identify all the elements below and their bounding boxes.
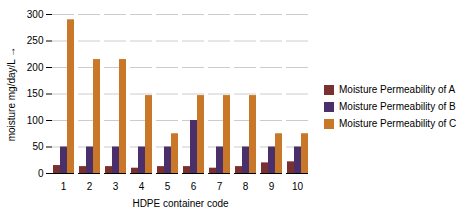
svg-text:5: 5 bbox=[165, 181, 171, 192]
svg-text:7: 7 bbox=[217, 181, 223, 192]
html-text:Moisture Permeability of A: Moisture Permeability of A bbox=[339, 84, 456, 95]
svg-text:200: 200 bbox=[27, 62, 44, 73]
svg-text:0: 0 bbox=[38, 168, 44, 179]
svg-text:150: 150 bbox=[27, 88, 44, 99]
svg-text:moisture mg/day/L →: moisture mg/day/L → bbox=[6, 47, 17, 142]
svg-text:2: 2 bbox=[87, 181, 93, 192]
svg-text:6: 6 bbox=[191, 181, 197, 192]
svg-text:9: 9 bbox=[269, 181, 275, 192]
svg-text:HDPE container code: HDPE container code bbox=[132, 198, 229, 209]
html-text:Moisture Permeability of B: Moisture Permeability of B bbox=[339, 101, 456, 112]
html-text:Moisture Permeability of C: Moisture Permeability of C bbox=[339, 118, 457, 129]
svg-text:300: 300 bbox=[27, 9, 44, 20]
svg-text:3: 3 bbox=[113, 181, 119, 192]
svg-text:50: 50 bbox=[32, 141, 44, 152]
svg-text:10: 10 bbox=[292, 181, 304, 192]
svg-text:4: 4 bbox=[139, 181, 145, 192]
svg-text:250: 250 bbox=[27, 35, 44, 46]
svg-text:8: 8 bbox=[243, 181, 249, 192]
svg-text:100: 100 bbox=[27, 115, 44, 126]
svg-text:1: 1 bbox=[61, 181, 67, 192]
